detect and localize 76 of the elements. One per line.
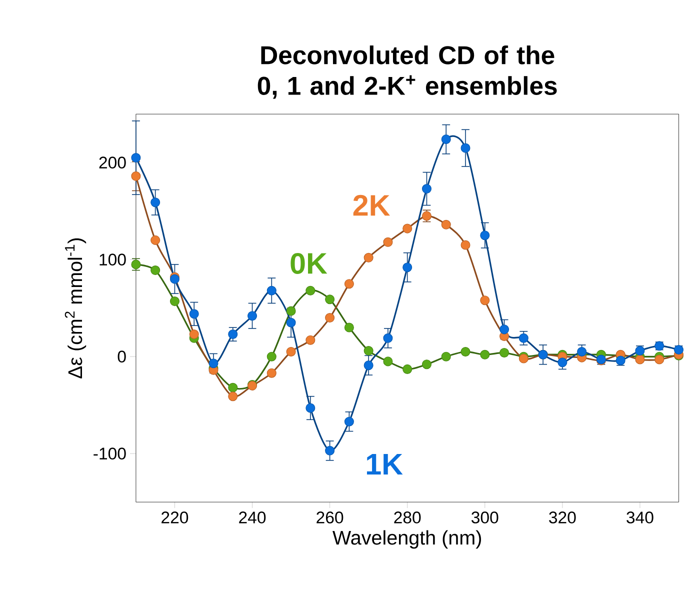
series-label: 2K — [353, 194, 390, 216]
x-tick-label: 240 — [239, 511, 266, 524]
point — [500, 348, 510, 358]
point — [364, 360, 374, 370]
y-tick-label: 100 — [100, 253, 126, 266]
y-tick-label: -100 — [94, 447, 126, 460]
x-tick-label: 300 — [472, 511, 498, 524]
point — [266, 352, 276, 362]
point — [170, 296, 180, 306]
point — [480, 350, 490, 360]
point — [364, 252, 374, 262]
point — [189, 329, 199, 339]
y-tick-label: 200 — [99, 156, 126, 168]
point — [364, 346, 374, 356]
point — [266, 368, 276, 378]
x-tick-label: 340 — [626, 511, 654, 524]
point — [150, 197, 160, 207]
point — [325, 312, 335, 322]
point — [150, 265, 160, 275]
point — [383, 333, 393, 343]
point — [460, 240, 470, 250]
point — [674, 344, 684, 354]
y-tick-label: 0 — [118, 350, 126, 362]
point — [422, 359, 432, 369]
point — [518, 333, 528, 343]
series-label: 0K — [290, 252, 328, 274]
point — [228, 329, 238, 339]
point — [286, 318, 296, 328]
x-axis-title: Wavelength (nm) — [332, 530, 481, 548]
point — [441, 220, 451, 230]
point — [635, 346, 645, 356]
point — [344, 416, 354, 426]
point — [383, 237, 393, 247]
point — [577, 346, 587, 356]
point — [131, 152, 141, 162]
point — [150, 235, 160, 245]
point — [131, 171, 141, 181]
point — [189, 308, 199, 319]
point — [402, 262, 412, 272]
point — [344, 322, 354, 332]
series-label: 1K — [366, 454, 403, 474]
point — [266, 286, 276, 296]
x-tick-label: 320 — [549, 511, 576, 524]
y-axis-title: Δε (cm$^{2}$ mmol$^{-1}$) — [64, 238, 86, 378]
point — [325, 294, 335, 304]
point — [616, 356, 626, 366]
point — [500, 324, 510, 334]
point — [480, 295, 490, 305]
x-tick-label: 220 — [162, 511, 188, 524]
point — [228, 391, 238, 401]
point — [286, 306, 296, 316]
x-tick-label: 280 — [394, 511, 421, 524]
chart-title: Deconvoluted CD of the 0, 1 and 2-K$^{+}$ ensembles — [258, 45, 557, 99]
point — [306, 335, 316, 345]
point — [286, 346, 296, 356]
point — [654, 354, 664, 364]
point — [635, 354, 645, 364]
point — [441, 352, 451, 362]
point — [402, 224, 412, 234]
point — [325, 446, 335, 456]
point — [247, 310, 258, 320]
point — [460, 346, 470, 356]
point — [383, 356, 393, 366]
point — [131, 260, 141, 270]
point — [306, 403, 316, 413]
point — [422, 184, 432, 194]
point — [460, 143, 470, 153]
point — [441, 134, 451, 144]
point — [208, 358, 218, 368]
point — [558, 357, 568, 368]
point — [480, 230, 490, 240]
point — [228, 382, 238, 392]
point — [306, 286, 316, 296]
point — [344, 278, 354, 288]
point — [402, 364, 412, 374]
x-tick-label: 260 — [316, 511, 344, 524]
